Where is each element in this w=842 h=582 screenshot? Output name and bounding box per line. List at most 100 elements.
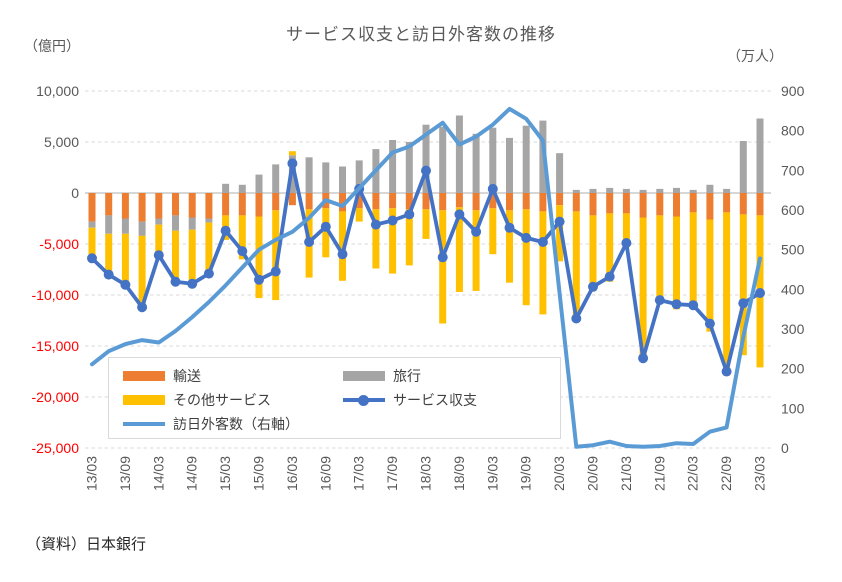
travel-bar <box>205 218 213 223</box>
travel-bar <box>155 218 163 225</box>
other-services-bar <box>656 215 664 305</box>
service-balance-marker <box>187 278 198 289</box>
travel-bar <box>572 189 580 193</box>
x-axis-tick-label: 15/03 <box>217 456 233 491</box>
legend-label: 訪日外客数（右軸） <box>173 416 299 432</box>
transport-bar <box>405 193 413 210</box>
travel-bar <box>472 133 480 193</box>
legend-row: 輸送 旅行 <box>123 364 560 388</box>
travel-bar <box>639 189 647 193</box>
transport-bar <box>489 193 497 209</box>
other-services-bar <box>739 214 747 356</box>
service-balance-marker <box>471 226 482 237</box>
other-services-bar <box>522 209 530 306</box>
transport-bar <box>689 193 697 213</box>
transport-bar <box>339 193 346 212</box>
other-services-bar <box>606 213 614 282</box>
service-balance-marker <box>421 165 431 176</box>
service-balance-marker <box>537 237 548 247</box>
right-axis-tick-label: 200 <box>781 361 805 377</box>
other-services-bar <box>673 216 680 310</box>
transport-bar <box>422 193 430 210</box>
transport-bar <box>138 193 146 222</box>
visitors-swatch-icon <box>123 422 165 426</box>
legend-row: 訪日外客数（右軸） <box>123 412 560 436</box>
transport-bar <box>305 193 313 210</box>
travel-bar <box>339 166 346 193</box>
service-balance-marker <box>337 249 348 260</box>
travel-bar <box>405 142 413 193</box>
transport-bar <box>756 193 764 216</box>
transport-bar <box>121 193 129 219</box>
left-axis-tick-label: -25,000 <box>32 440 80 456</box>
x-axis-tick-label: 18/09 <box>451 456 467 491</box>
left-axis-tick-label: -10,000 <box>32 287 80 303</box>
legend-label: 旅行 <box>393 368 421 384</box>
other-services-bar <box>689 212 697 309</box>
other-services-bar <box>589 215 597 291</box>
other-services-bar <box>422 209 430 239</box>
other-services-bar <box>138 235 146 308</box>
other-services-bar <box>455 207 463 292</box>
transport-bar <box>723 193 731 213</box>
service-balance-marker <box>755 288 765 298</box>
service-balance-marker <box>588 281 598 292</box>
other-services-bar <box>155 224 163 256</box>
service-balance-marker <box>487 183 498 194</box>
travel-swatch-icon <box>343 371 385 381</box>
transport-bar <box>389 193 397 209</box>
service-balance-marker <box>704 318 715 329</box>
legend-item-transport: 輸送 <box>123 366 343 386</box>
travel-bar <box>689 189 697 193</box>
travel-bar <box>255 174 263 193</box>
transport-bar <box>589 193 597 216</box>
transport-bar <box>155 193 163 219</box>
transport-bar <box>556 193 564 206</box>
service-balance-marker <box>521 232 532 243</box>
left-axis-tick-label: -20,000 <box>32 389 80 405</box>
x-axis-tick-label: 17/09 <box>384 456 400 491</box>
right-axis-tick-label: 900 <box>781 83 805 99</box>
left-axis-unit-label: （億円） <box>24 38 80 54</box>
travel-bar <box>673 187 680 193</box>
right-axis-unit-label: （万人） <box>727 48 783 64</box>
right-axis-tick-label: 600 <box>781 202 805 218</box>
travel-bar <box>355 160 363 193</box>
other-services-bar <box>105 233 113 275</box>
transport-bar <box>222 193 230 216</box>
x-axis-tick-label: 13/09 <box>117 456 133 491</box>
travel-bar <box>138 221 146 236</box>
transport-bar <box>188 193 196 218</box>
service-balance-marker <box>287 158 298 169</box>
travel-bar <box>622 188 630 193</box>
service-balance-marker <box>738 298 749 309</box>
visitors-line <box>90 106 762 449</box>
x-axis-tick-label: 21/03 <box>618 456 634 491</box>
travel-bar <box>606 187 614 193</box>
service-balance-marker <box>120 279 131 290</box>
other-services-swatch-icon <box>123 395 165 405</box>
service-balance-marker <box>571 313 582 324</box>
transport-bar <box>539 193 547 212</box>
travel-bar <box>455 115 463 193</box>
x-axis-tick-label: 23/03 <box>752 456 768 491</box>
legend: 輸送 旅行 その他サービス サービス収支 訪日外客数（右軸） <box>108 357 561 439</box>
other-services-bar <box>339 211 346 281</box>
travel-bar <box>322 162 330 193</box>
other-services-bar <box>372 209 380 269</box>
other-services-bar <box>472 210 480 291</box>
other-services-bar <box>639 217 647 362</box>
service-balance-marker <box>504 222 515 233</box>
travel-bar <box>105 215 113 234</box>
travel-bar <box>506 137 513 193</box>
service-balance-marker <box>604 271 615 282</box>
transport-bar <box>272 193 280 211</box>
other-services-bar <box>255 216 263 299</box>
x-axis-tick-label: 21/09 <box>651 456 667 491</box>
left-axis-tick-label: -5,000 <box>39 236 79 252</box>
other-services-bar <box>706 219 714 332</box>
right-axis-tick-label: 800 <box>781 123 805 139</box>
travel-bar <box>706 184 714 193</box>
service-balance-marker <box>203 268 214 279</box>
transport-bar <box>439 193 447 211</box>
